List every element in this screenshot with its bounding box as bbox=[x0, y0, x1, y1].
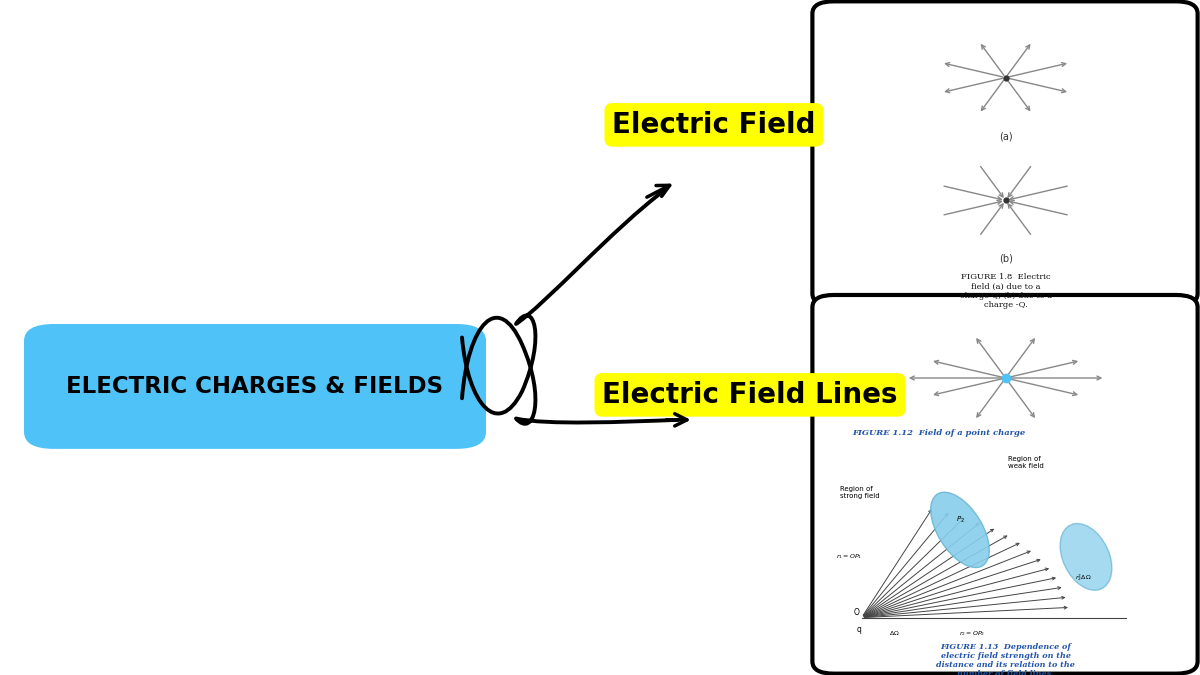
Text: ELECTRIC CHARGES & FIELDS: ELECTRIC CHARGES & FIELDS bbox=[66, 375, 444, 398]
FancyBboxPatch shape bbox=[24, 324, 486, 449]
Text: Electric Field Lines: Electric Field Lines bbox=[602, 381, 898, 409]
Text: $P_2$: $P_2$ bbox=[955, 514, 965, 525]
Ellipse shape bbox=[1060, 524, 1112, 590]
Text: (a): (a) bbox=[998, 132, 1013, 141]
FancyBboxPatch shape bbox=[812, 1, 1198, 306]
Text: FIGURE 1.12  Field of a point charge: FIGURE 1.12 Field of a point charge bbox=[852, 429, 1025, 437]
FancyBboxPatch shape bbox=[812, 295, 1198, 674]
Text: Region of
weak field: Region of weak field bbox=[1008, 456, 1044, 469]
Text: $r_2 = OP_2$: $r_2 = OP_2$ bbox=[959, 628, 985, 638]
Text: (b): (b) bbox=[998, 254, 1013, 263]
Text: $r_1 = OP_1$: $r_1 = OP_1$ bbox=[836, 552, 863, 562]
Text: FIGURE 1.13  Dependence of
electric field strength on the
distance and its relat: FIGURE 1.13 Dependence of electric field… bbox=[936, 643, 1075, 675]
Text: FIGURE 1.8  Electric
field (a) due to a
charge Q, (b) due to a
charge -Q.: FIGURE 1.8 Electric field (a) due to a c… bbox=[960, 273, 1051, 309]
Text: $\Delta\Omega$: $\Delta\Omega$ bbox=[889, 629, 899, 637]
Ellipse shape bbox=[931, 492, 989, 568]
Text: Region of
strong field: Region of strong field bbox=[840, 486, 880, 500]
Text: O: O bbox=[854, 608, 859, 617]
Text: Electric Field: Electric Field bbox=[612, 111, 816, 139]
Text: q: q bbox=[857, 624, 862, 634]
Text: $r_2^2\Delta\Omega$: $r_2^2\Delta\Omega$ bbox=[1075, 572, 1092, 583]
